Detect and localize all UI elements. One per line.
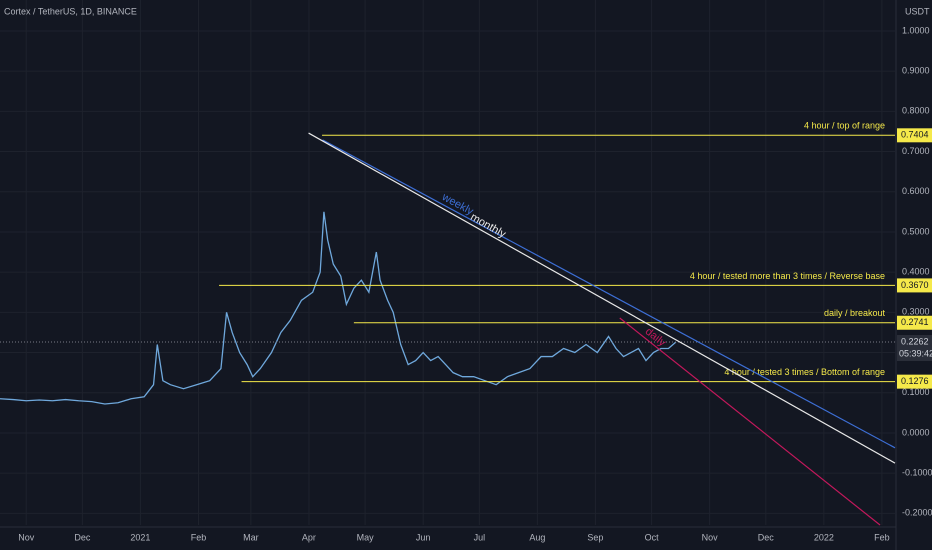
x-tick-label: Mar — [243, 532, 259, 542]
x-tick-label: Sep — [587, 532, 603, 542]
trendline — [322, 139, 896, 449]
level-text: 4 hour / top of range — [804, 121, 885, 131]
countdown: 05:39:42 — [899, 348, 932, 358]
price-tag — [897, 315, 932, 330]
y-tick-label: 0.7000 — [902, 146, 930, 156]
level-text: daily / breakout — [824, 308, 886, 318]
price-tag — [897, 128, 932, 143]
y-tick-label: 0.4000 — [902, 267, 930, 277]
y-tick-label: 0.9000 — [902, 66, 930, 76]
current-price-tag — [897, 335, 932, 362]
price-tag-label: 0.1276 — [901, 376, 929, 386]
current-price-label: 0.2262 — [901, 336, 929, 346]
x-tick-label: Dec — [758, 532, 775, 542]
y-tick-label: 0.1000 — [902, 387, 930, 397]
level-text: 4 hour / tested more than 3 times / Reve… — [690, 271, 885, 281]
price-tag-label: 0.7404 — [901, 130, 929, 140]
x-tick-label: Nov — [702, 532, 719, 542]
chart-title: Cortex / TetherUS, 1D, BINANCE — [4, 6, 137, 16]
price-line — [0, 211, 677, 405]
x-tick-label: Jul — [474, 532, 486, 542]
x-tick-label: Feb — [191, 532, 207, 542]
x-tick-label: Jun — [416, 532, 431, 542]
y-tick-label: 0.8000 — [902, 106, 930, 116]
x-tick-label: May — [357, 532, 375, 542]
y-tick-label: 0.5000 — [902, 226, 930, 236]
y-tick-label: 0.6000 — [902, 186, 930, 196]
x-tick-label: Nov — [18, 532, 35, 542]
y-tick-label: -0.1000 — [902, 468, 932, 478]
x-tick-label: 2022 — [814, 532, 834, 542]
price-tag-label: 0.2741 — [901, 317, 929, 327]
price-tag — [897, 278, 932, 293]
y-tick-label: 1.0000 — [902, 25, 930, 35]
x-tick-label: Feb — [874, 532, 890, 542]
x-tick-label: 2021 — [130, 532, 150, 542]
x-tick-label: Dec — [74, 532, 91, 542]
price-tag-label: 0.3670 — [901, 280, 929, 290]
price-tag — [897, 374, 932, 389]
axis-unit: USDT — [905, 6, 930, 16]
x-tick-label: Apr — [302, 532, 316, 542]
y-tick-label: -0.2000 — [902, 508, 932, 518]
x-tick-label: Aug — [529, 532, 545, 542]
y-tick-label: 0.0000 — [902, 427, 930, 437]
level-text: 4 hour / tested 3 times / Bottom of rang… — [724, 367, 885, 377]
x-tick-label: Oct — [645, 532, 660, 542]
y-tick-label: 0.3000 — [902, 307, 930, 317]
trendline — [308, 132, 896, 464]
trendline — [619, 317, 881, 526]
